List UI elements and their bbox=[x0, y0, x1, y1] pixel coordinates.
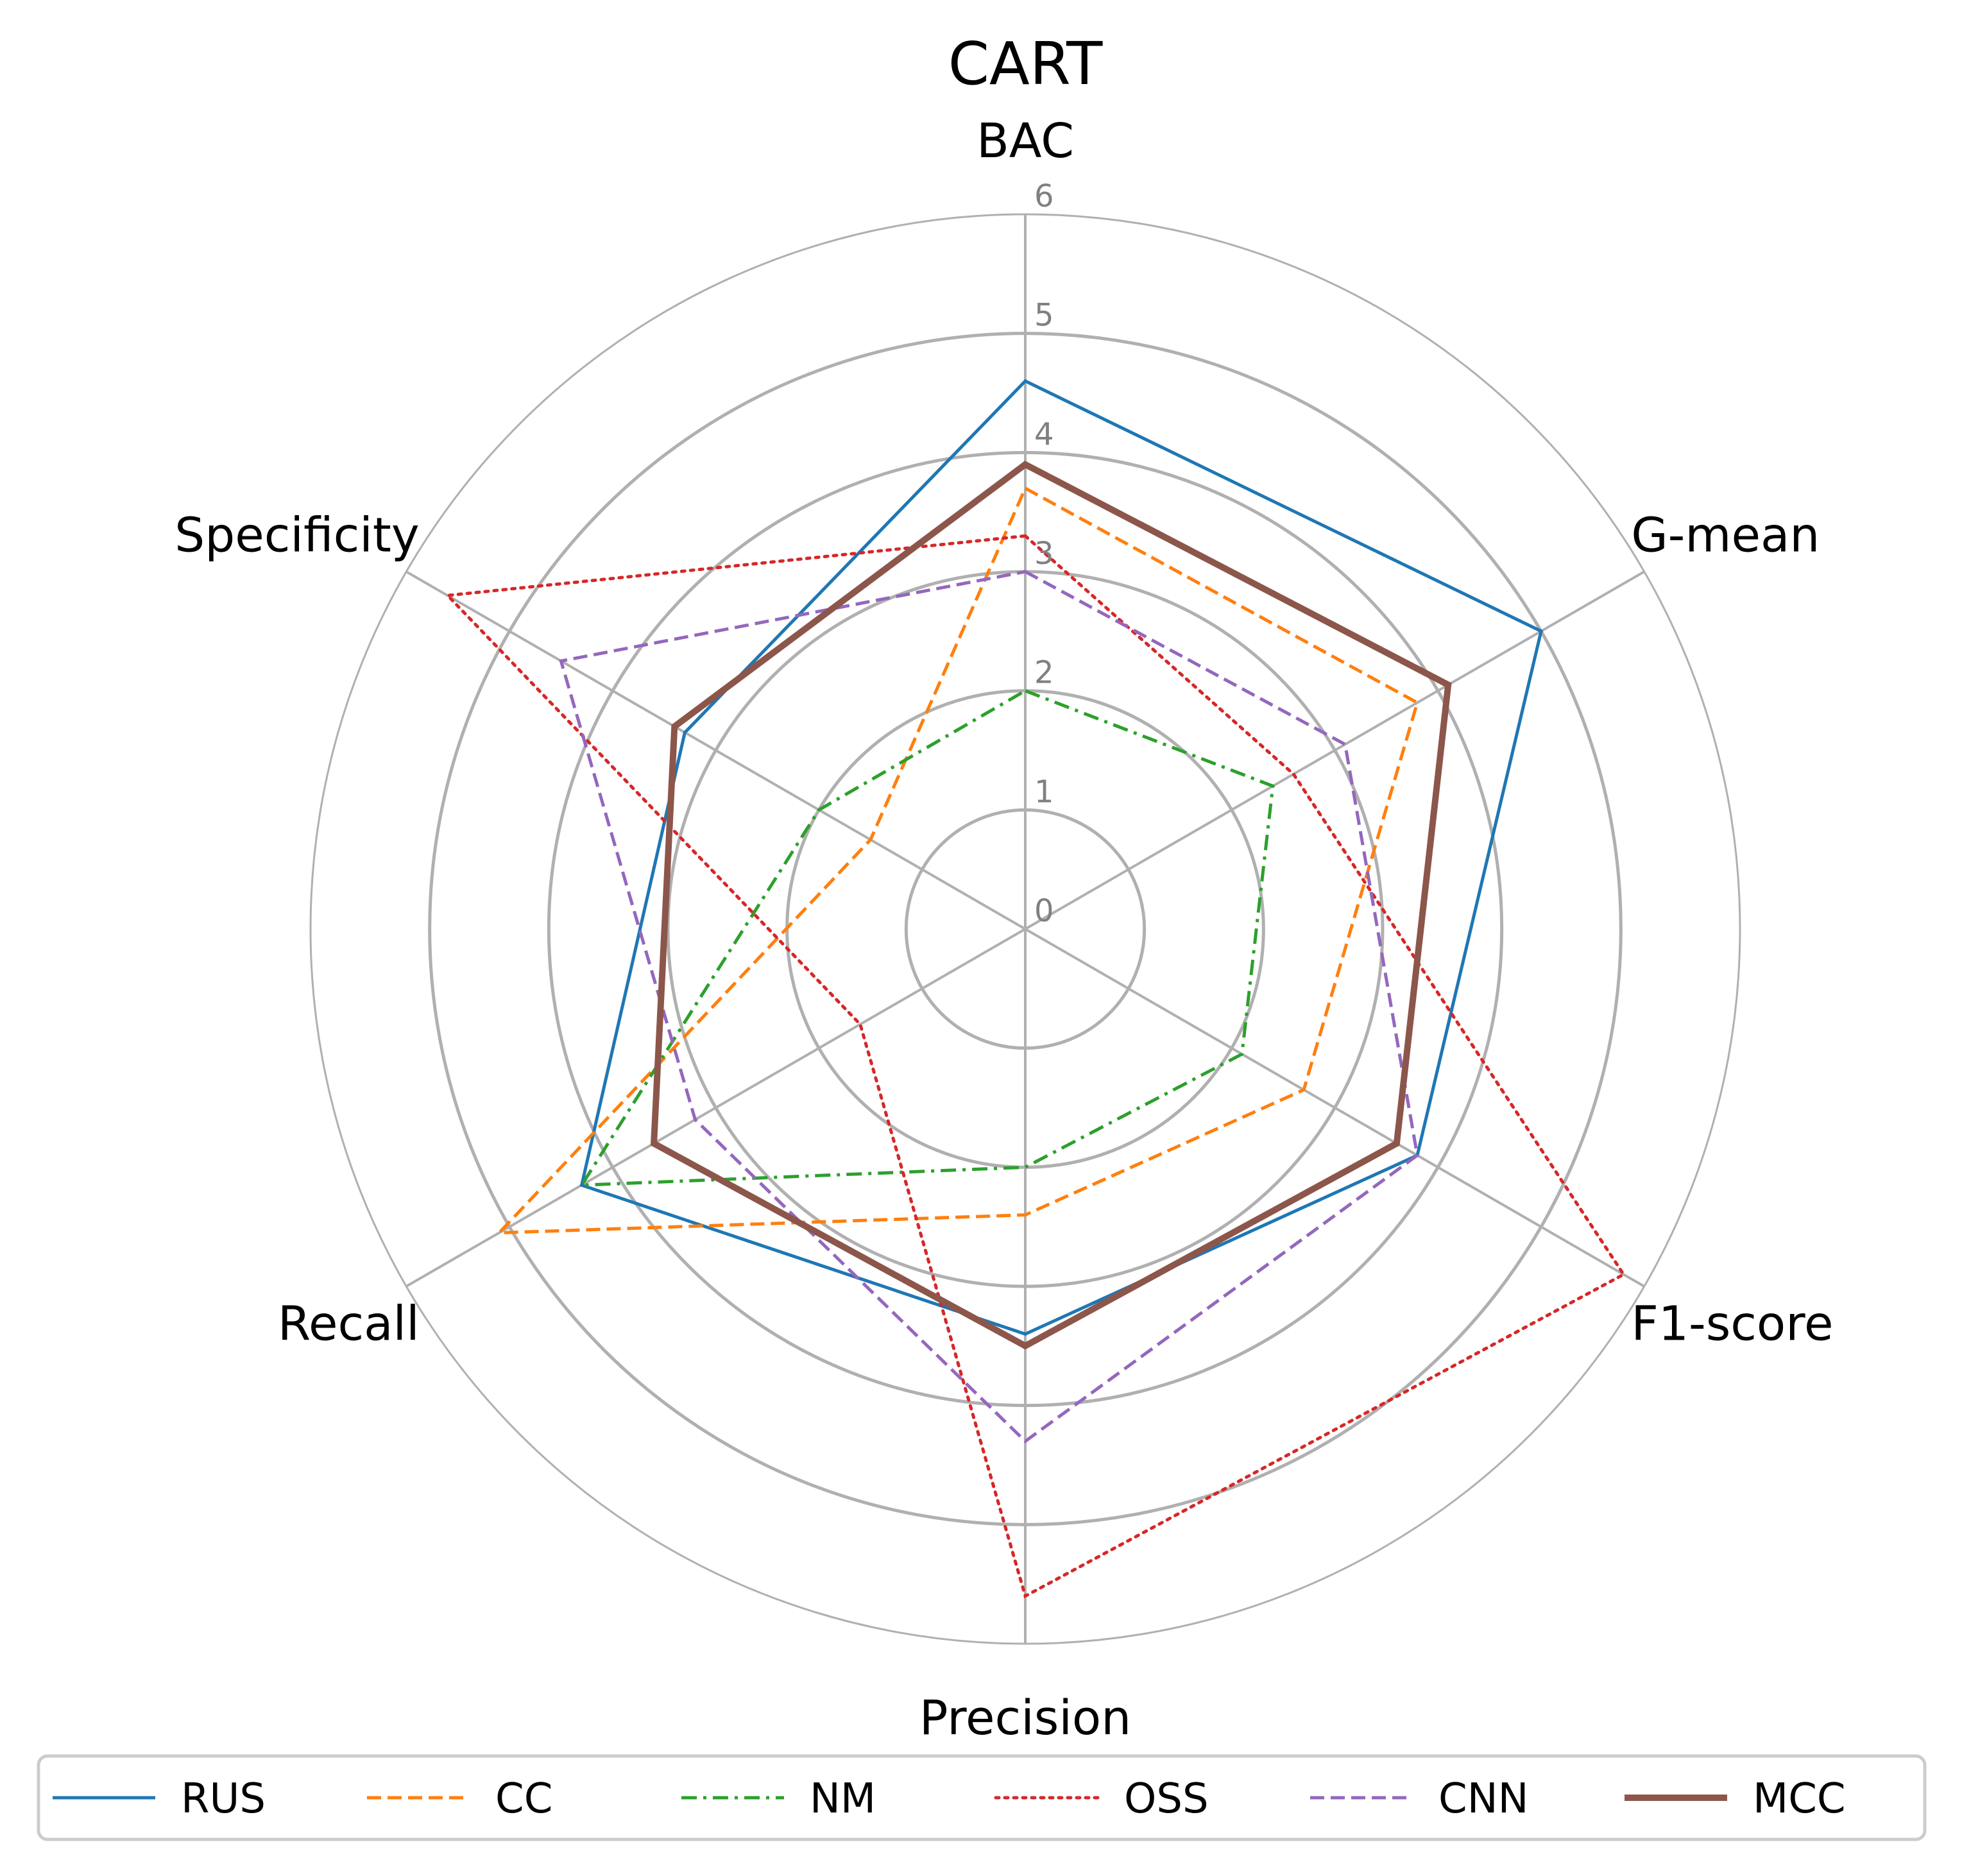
series-oss bbox=[444, 534, 1626, 1599]
series-mcc bbox=[650, 461, 1452, 1350]
tick-label-0: 0 bbox=[1034, 893, 1054, 929]
tick-label-6: 6 bbox=[1034, 178, 1054, 214]
radar-grid bbox=[309, 213, 1741, 1645]
series-nm bbox=[578, 688, 1275, 1187]
series-cnn bbox=[559, 570, 1419, 1444]
tick-label-4: 4 bbox=[1034, 416, 1054, 452]
legend: RUS CC NM OSS CNN MCC bbox=[37, 1754, 1927, 1841]
chart-title: CART bbox=[948, 30, 1103, 98]
legend-label-cc: CC bbox=[495, 1775, 552, 1823]
tick-label-1: 1 bbox=[1034, 774, 1054, 810]
legend-label-cnn: CNN bbox=[1438, 1775, 1528, 1823]
legend-label-mcc: MCC bbox=[1753, 1775, 1846, 1823]
tick-label-3: 3 bbox=[1034, 536, 1054, 572]
legend-frame bbox=[37, 1754, 1927, 1841]
spoke-specificity bbox=[405, 570, 1026, 930]
axis-label-g-mean: G-mean bbox=[1631, 508, 1820, 563]
legend-label-nm: NM bbox=[810, 1775, 876, 1823]
axis-label-specificity: Specificity bbox=[175, 508, 419, 563]
axis-label-bac: BAC bbox=[977, 114, 1074, 169]
radar-series bbox=[444, 379, 1626, 1599]
axis-labels: BAC G-mean F1-score Precision Recall Specific… bbox=[175, 114, 1833, 1746]
axis-label-recall: Recall bbox=[278, 1297, 420, 1352]
series-cc bbox=[495, 486, 1419, 1235]
spoke-f1-score bbox=[1024, 928, 1645, 1288]
axis-label-precision: Precision bbox=[919, 1691, 1131, 1746]
tick-label-2: 2 bbox=[1034, 655, 1054, 691]
legend-label-rus: RUS bbox=[181, 1775, 266, 1823]
axis-label-f1-score: F1-score bbox=[1631, 1297, 1833, 1352]
legend-label-oss: OSS bbox=[1124, 1775, 1209, 1823]
spoke-recall bbox=[405, 928, 1026, 1288]
series-rus bbox=[579, 379, 1543, 1336]
tick-label-5: 5 bbox=[1034, 298, 1054, 334]
radial-tick-labels: 0 1 2 3 4 5 6 bbox=[1034, 178, 1054, 929]
